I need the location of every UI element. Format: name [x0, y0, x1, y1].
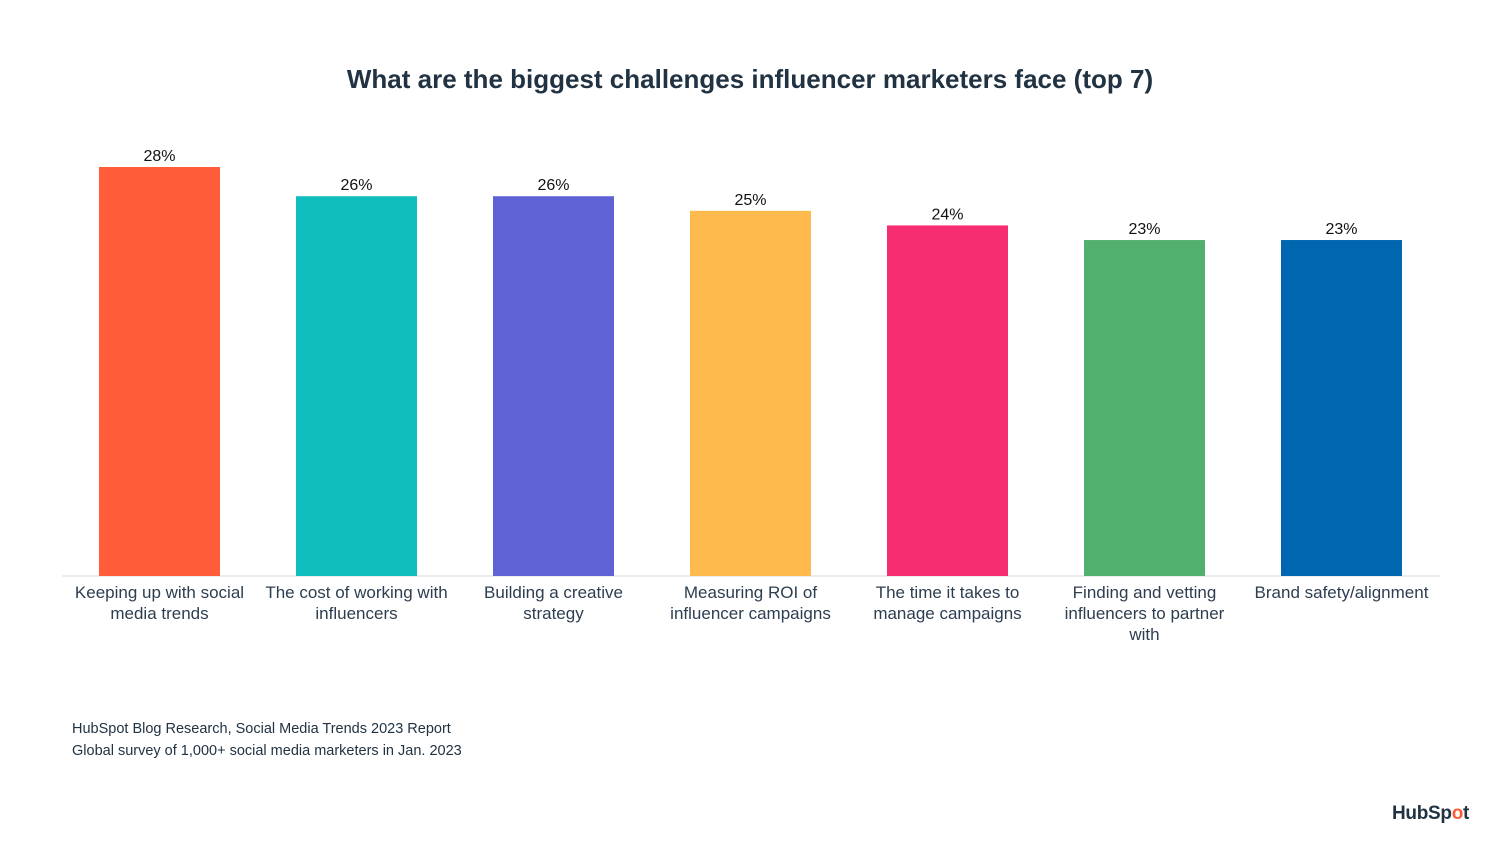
value-label-3: 26%: [537, 177, 569, 194]
category-label-4: Measuring ROI of influencer campaigns: [670, 583, 831, 623]
category-label-5: The time it takes to manage campaigns: [873, 583, 1022, 623]
logo-text-accent: o: [1451, 803, 1464, 824]
category-label-2: The cost of working with influencers: [265, 583, 448, 623]
value-label-6: 23%: [1128, 221, 1160, 238]
bar-3: [493, 196, 614, 576]
value-label-5: 24%: [931, 206, 963, 223]
value-label-4: 25%: [734, 192, 766, 209]
logo-text-end: t: [1463, 803, 1470, 824]
source-line-2: Global survey of 1,000+ social media mar…: [72, 743, 462, 759]
chart-title: What are the biggest challenges influenc…: [346, 64, 1154, 94]
hubspot-logo: HubSpot: [1392, 803, 1469, 825]
bar-group: [99, 167, 1402, 577]
bar-7: [1281, 240, 1402, 577]
bar-1: [99, 167, 220, 576]
source-line-1: HubSpot Blog Research, Social Media Tren…: [72, 721, 451, 737]
value-label-1: 28%: [143, 148, 175, 165]
logo-text-main: HubSp: [1392, 803, 1452, 824]
value-label-group: 28% 26% 26% 25% 24% 23% 23%: [143, 148, 1357, 238]
value-label-2: 26%: [340, 177, 372, 194]
category-label-3: Building a creative strategy: [484, 583, 623, 623]
bar-4: [690, 210, 811, 577]
category-label-7: Brand safety/alignment: [1254, 583, 1429, 602]
bar-5: [887, 225, 1008, 576]
category-label-1: Keeping up with social media trends: [74, 583, 245, 623]
bar-6: [1084, 240, 1205, 577]
bar-2: [296, 196, 417, 576]
value-label-7: 23%: [1325, 221, 1357, 238]
category-label-6: Finding and vetting influencers to partn…: [1064, 583, 1225, 644]
